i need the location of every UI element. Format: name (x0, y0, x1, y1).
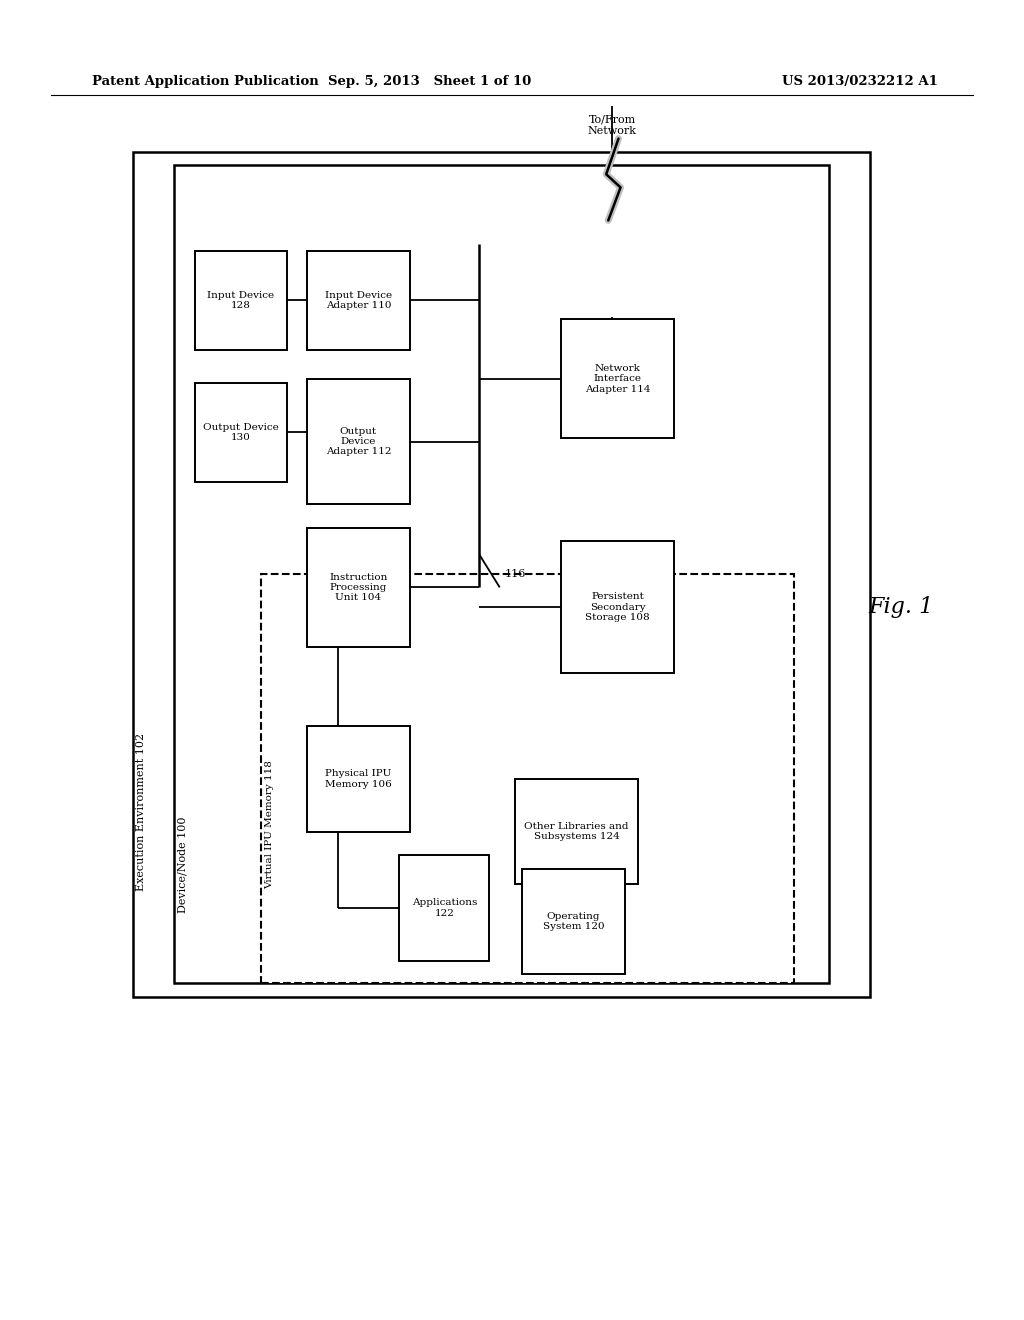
Text: Patent Application Publication: Patent Application Publication (92, 75, 318, 88)
Bar (399, 855, 489, 961)
Text: Sep. 5, 2013   Sheet 1 of 10: Sep. 5, 2013 Sheet 1 of 10 (329, 75, 531, 88)
Text: Output Device
130: Output Device 130 (203, 422, 279, 442)
Text: Input Device
Adapter 110: Input Device Adapter 110 (325, 290, 392, 310)
Text: Input Device
128: Input Device 128 (207, 290, 274, 310)
Text: Fig. 1: Fig. 1 (868, 597, 934, 618)
Bar (561, 541, 674, 673)
Bar (307, 379, 410, 504)
Text: Device/Node 100: Device/Node 100 (177, 816, 187, 913)
Text: Virtual IPU Memory 118: Virtual IPU Memory 118 (265, 760, 273, 890)
Bar (561, 319, 674, 438)
Bar (307, 528, 410, 647)
Text: Output
Device
Adapter 112: Output Device Adapter 112 (326, 426, 391, 457)
Bar (195, 383, 287, 482)
Bar (261, 574, 794, 983)
Bar (515, 779, 638, 884)
Bar (195, 251, 287, 350)
Text: Instruction
Processing
Unit 104: Instruction Processing Unit 104 (329, 573, 388, 602)
Text: 116: 116 (505, 569, 525, 579)
Text: Operating
System 120: Operating System 120 (543, 912, 604, 931)
Bar (307, 251, 410, 350)
Bar (307, 726, 410, 832)
Text: Persistent
Secondary
Storage 108: Persistent Secondary Storage 108 (585, 593, 650, 622)
Text: To/From
Network: To/From Network (588, 115, 637, 136)
Text: Applications
122: Applications 122 (412, 899, 477, 917)
Text: Network
Interface
Adapter 114: Network Interface Adapter 114 (585, 364, 650, 393)
Text: Physical IPU
Memory 106: Physical IPU Memory 106 (325, 770, 392, 788)
Text: Execution Environment 102: Execution Environment 102 (136, 733, 146, 891)
Text: US 2013/0232212 A1: US 2013/0232212 A1 (782, 75, 938, 88)
Bar (522, 869, 625, 974)
Bar (133, 152, 870, 997)
Bar (174, 165, 829, 983)
Text: Other Libraries and
Subsystems 124: Other Libraries and Subsystems 124 (524, 822, 629, 841)
